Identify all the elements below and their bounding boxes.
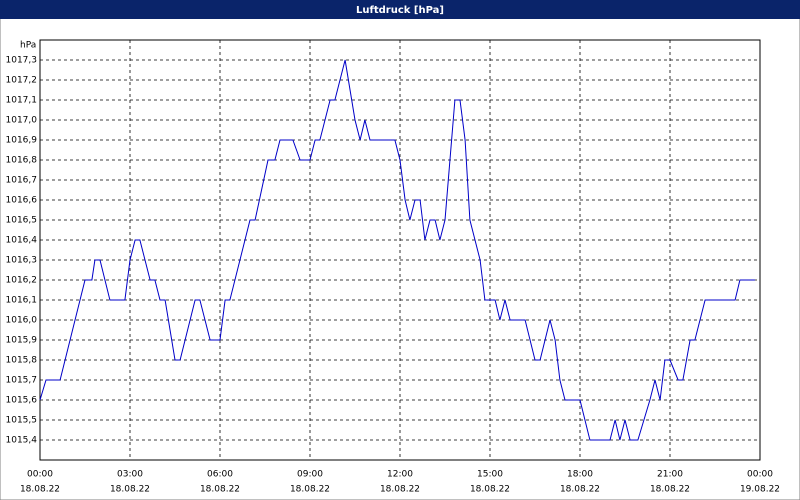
y-tick-label: 1016,9	[6, 136, 38, 146]
x-tick-date: 18.08.22	[650, 485, 690, 495]
x-tick-date: 18.08.22	[200, 485, 240, 495]
y-tick-label: 1016,1	[6, 296, 38, 306]
x-tick-label: 12:00	[387, 470, 413, 480]
y-tick-label: 1017,0	[6, 116, 38, 126]
y-unit: hPa	[20, 41, 36, 51]
x-tick-label: 21:00	[657, 470, 683, 480]
y-tick-label: 1015,7	[6, 376, 38, 386]
x-tick-label: 18:00	[567, 470, 593, 480]
x-tick-date: 18.08.22	[290, 485, 330, 495]
x-tick-date: 18.08.22	[470, 485, 510, 495]
x-tick-date: 19.08.22	[740, 485, 780, 495]
y-tick-label: 1015,9	[6, 336, 38, 346]
x-tick-label: 15:00	[477, 470, 503, 480]
y-tick-label: 1016,3	[6, 256, 38, 266]
x-tick-date: 18.08.22	[380, 485, 420, 495]
y-tick-label: 1016,8	[6, 156, 38, 166]
x-tick-label: 00:00	[27, 470, 53, 480]
x-tick-date: 18.08.22	[110, 485, 150, 495]
y-tick-label: 1017,2	[6, 76, 38, 86]
y-tick-label: 1015,5	[6, 416, 38, 426]
x-tick-label: 06:00	[207, 470, 233, 480]
y-tick-label: 1016,4	[6, 236, 38, 246]
y-tick-label: 1016,0	[6, 316, 38, 326]
data-line	[39, 59, 755, 441]
y-tick-label: 1016,2	[6, 276, 38, 286]
y-tick-label: 1016,5	[6, 216, 38, 226]
x-tick-date: 18.08.22	[20, 485, 60, 495]
chart-title: Luftdruck [hPa]	[356, 5, 444, 16]
y-tick-label: 1016,6	[6, 196, 38, 206]
x-tick-label: 09:00	[297, 470, 323, 480]
y-tick-label: 1017,1	[6, 96, 38, 106]
x-tick-label: 00:00	[747, 470, 773, 480]
title-bar	[0, 0, 800, 19]
y-tick-label: 1017,3	[6, 56, 38, 66]
x-tick-date: 18.08.22	[560, 485, 600, 495]
x-tick-label: 03:00	[117, 470, 143, 480]
y-tick-label: 1015,4	[6, 436, 38, 446]
y-tick-label: 1015,8	[6, 356, 38, 366]
y-tick-label: 1016,7	[6, 176, 38, 186]
y-tick-label: 1015,6	[6, 396, 38, 406]
